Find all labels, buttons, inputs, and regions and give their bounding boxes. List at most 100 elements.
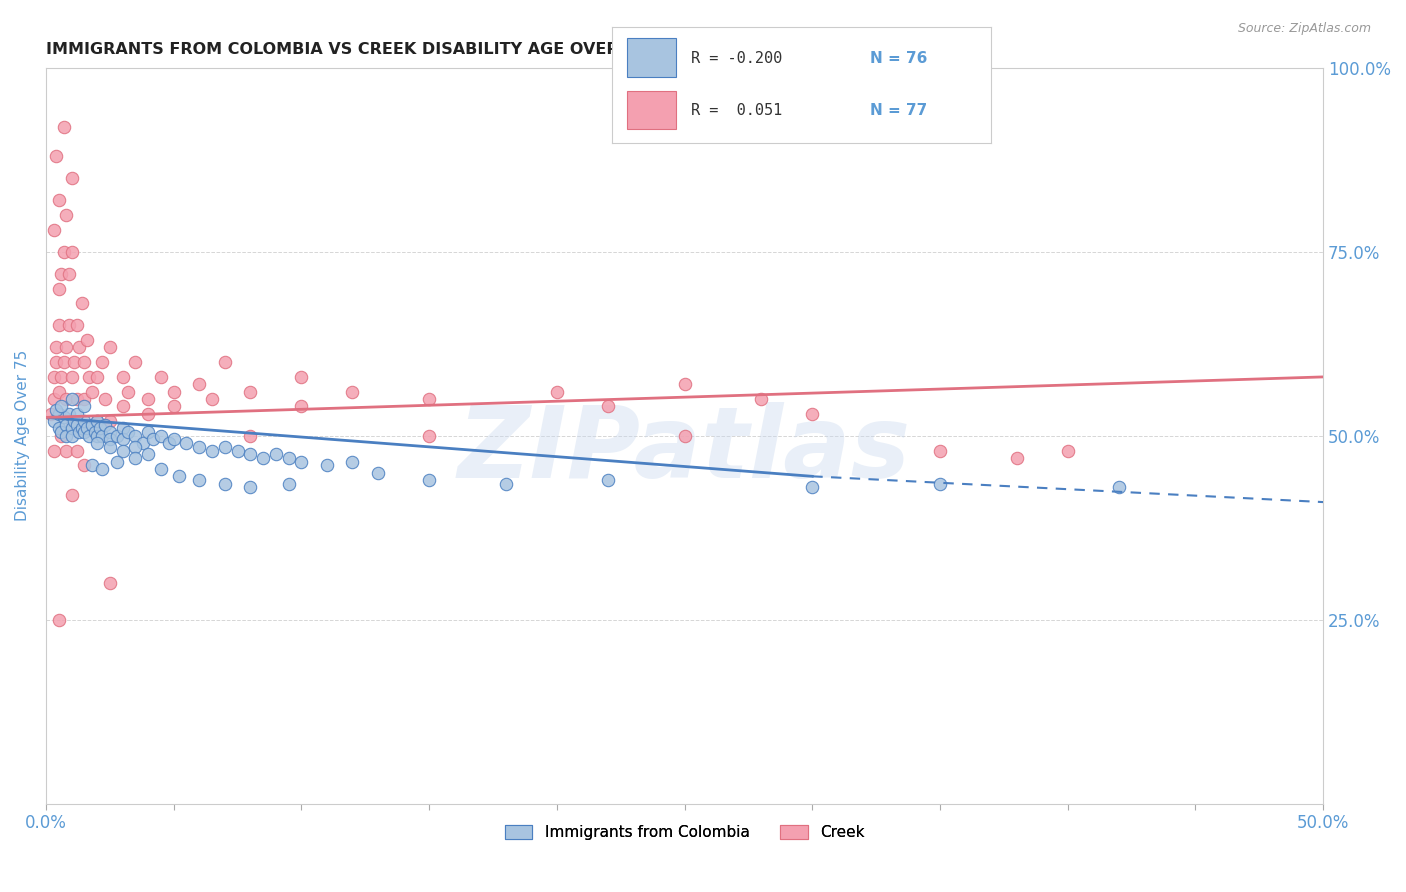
Point [239,447,262,461]
Point [107,454,129,468]
Point [98,576,121,591]
Point [418,392,440,406]
Point [79,429,101,443]
Point [73,392,96,406]
Point [65,392,87,406]
Point [65,407,87,421]
Point [42,414,65,428]
Point [673,377,696,392]
Point [290,400,312,414]
Point [70,296,93,310]
Text: ZIPatlas: ZIPatlas [458,402,911,499]
Point [367,466,389,480]
Point [132,436,155,450]
Point [51,370,73,384]
Point [48,193,70,207]
Legend: Immigrants from Colombia, Creek: Immigrants from Colombia, Creek [498,818,872,848]
Point [51,429,73,443]
Point [48,281,70,295]
Point [58,267,80,281]
Point [55,443,77,458]
Point [60,429,83,443]
Point [111,443,134,458]
Point [76,421,98,435]
Point [48,421,70,435]
Point [157,436,180,450]
Point [418,473,440,487]
Point [546,384,568,399]
Point [48,613,70,627]
Point [65,443,87,458]
Point [58,318,80,333]
Point [239,480,262,494]
Point [55,392,77,406]
Point [73,355,96,369]
Point [98,433,121,447]
Point [48,318,70,333]
Point [42,222,65,236]
Point [163,400,186,414]
Point [1056,443,1078,458]
Point [98,440,121,454]
Point [418,429,440,443]
Point [91,355,114,369]
Point [167,469,190,483]
Point [239,384,262,399]
Point [316,458,339,473]
Point [214,440,236,454]
Point [42,392,65,406]
Point [86,429,108,443]
Point [52,355,75,369]
Point [80,417,103,432]
Point [201,392,224,406]
Point [124,355,146,369]
Point [673,429,696,443]
Point [239,429,262,443]
Text: R = -0.200: R = -0.200 [692,51,783,66]
Point [48,384,70,399]
Point [55,429,77,443]
FancyBboxPatch shape [627,38,676,77]
Point [149,462,172,476]
Text: Source: ZipAtlas.com: Source: ZipAtlas.com [1237,22,1371,36]
Point [67,425,90,439]
Point [63,414,86,428]
Point [201,443,224,458]
Text: N = 76: N = 76 [870,51,927,66]
Point [214,476,236,491]
Point [73,414,96,428]
Point [136,447,159,461]
Point [136,392,159,406]
Point [67,341,90,355]
Point [596,400,619,414]
Y-axis label: Disability Age Over 75: Disability Age Over 75 [15,351,30,522]
Point [98,414,121,428]
Point [79,370,101,384]
Point [65,318,87,333]
Point [91,462,114,476]
Point [58,407,80,421]
Point [73,425,96,439]
Point [277,450,299,465]
Point [176,436,198,450]
Point [596,473,619,487]
Point [1005,450,1028,465]
Point [80,384,103,399]
Point [86,370,108,384]
Point [60,171,83,186]
Point [51,425,73,439]
Point [60,370,83,384]
Point [801,407,824,421]
Point [801,480,824,494]
Point [163,384,186,399]
Point [52,244,75,259]
Point [111,433,134,447]
Point [124,440,146,454]
Point [124,429,146,443]
Point [60,488,83,502]
Point [342,454,364,468]
Point [42,370,65,384]
Point [89,421,111,435]
Point [45,403,67,417]
Point [52,410,75,425]
